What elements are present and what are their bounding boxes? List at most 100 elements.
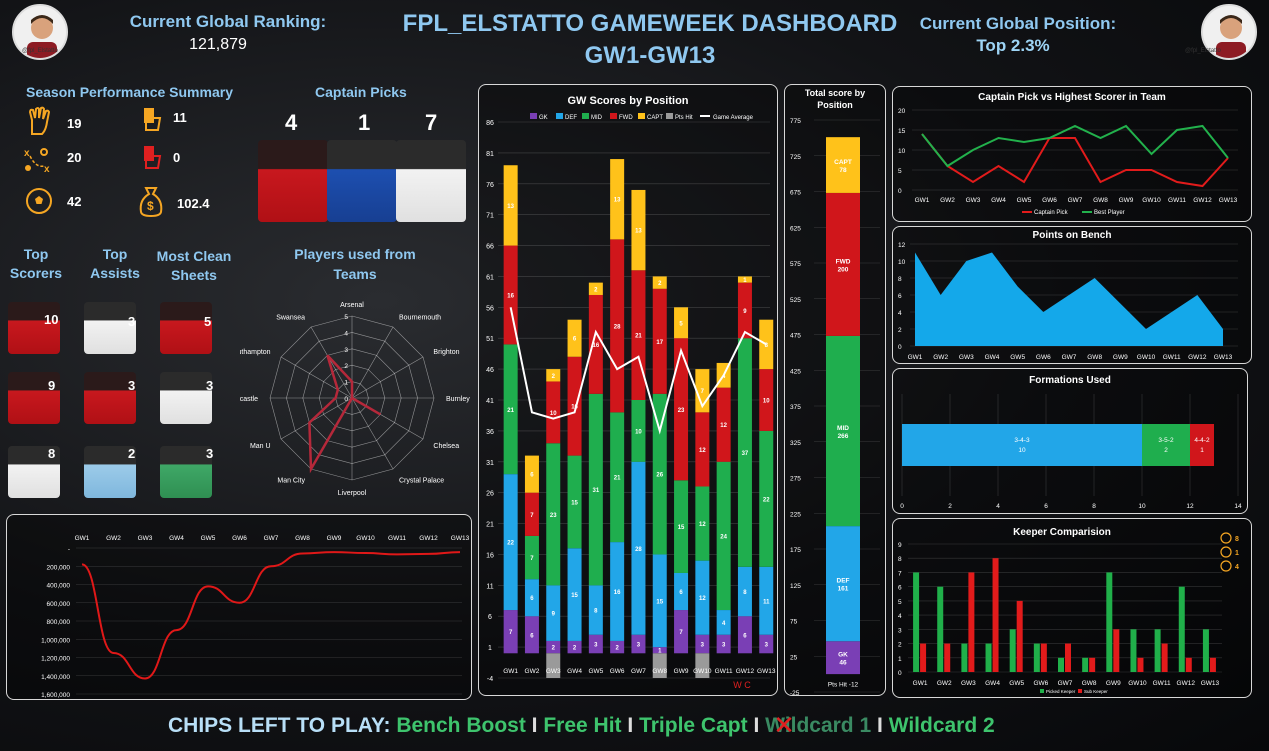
- keeper-bar-picked: [1033, 643, 1040, 672]
- x-tick-label: GW2: [933, 354, 948, 361]
- bar-data-label: 6: [573, 337, 577, 343]
- x-tick-label: GW12: [736, 668, 755, 675]
- bar-data-label: 2: [615, 646, 619, 652]
- x-tick-label: GW12: [1188, 354, 1207, 361]
- y-tick-label: 1,200,000: [41, 656, 70, 663]
- formation-bar: [1142, 424, 1190, 466]
- x-tick-label: GW10: [1137, 354, 1156, 361]
- bar-def: [546, 585, 561, 641]
- bar-data-label: 21: [614, 476, 621, 482]
- chart-title: GW Scores by Position: [567, 95, 688, 107]
- legend-label: FWD: [619, 115, 633, 121]
- clean-sheet-player-2: [160, 372, 212, 424]
- avatar-caption-right: @fpl_Elstatto: [1185, 48, 1221, 54]
- y-tick-label: 175: [790, 547, 801, 554]
- position-label: Current Global Position:: [919, 14, 1117, 33]
- x-tick-label: GW3: [138, 535, 153, 542]
- y-tick-label: 2: [898, 642, 902, 649]
- keeper-bar-picked: [1178, 586, 1185, 672]
- keeper-bar-sub: [968, 572, 975, 672]
- yellow-card-icon: [138, 104, 166, 134]
- bar-def: [524, 579, 539, 617]
- bar-def: [503, 474, 518, 611]
- bar-data-label: 6: [679, 590, 683, 596]
- bar-fwd: [759, 369, 774, 431]
- bar-data-label: 3: [594, 643, 598, 649]
- y-tick-label: 675: [790, 190, 801, 197]
- x-tick-label: GW2: [106, 535, 121, 542]
- x-tick-label: GW2: [940, 197, 955, 204]
- legend-label: Picked Keeper: [1046, 689, 1076, 694]
- bar-mid: [524, 535, 539, 580]
- x-tick-label: GW4: [169, 535, 184, 542]
- top-assist-2: [84, 372, 136, 424]
- captain-picks-title: Captain Picks: [315, 84, 407, 100]
- y-tick-label: 325: [790, 440, 801, 447]
- radar-team-label: Crystal Palace: [399, 477, 444, 484]
- formation-name: 3-5-2: [1158, 437, 1174, 444]
- goalkeeper-glove-icon: [26, 106, 54, 136]
- bar-data-label: 6: [530, 633, 534, 639]
- radar-team-label: Southampton: [240, 349, 271, 356]
- y-tick-label: 25: [790, 654, 798, 661]
- bar-data-label: 16: [593, 343, 600, 349]
- y-tick-label: 1,000,000: [41, 637, 70, 644]
- bar-data-label: 12: [699, 448, 706, 454]
- bar-category-label: GK: [838, 652, 848, 659]
- legend-label: GK: [539, 115, 548, 121]
- crossed-out-icon: ✕: [773, 710, 795, 740]
- bar-capt: [674, 307, 689, 339]
- chip-wildcard-1-used: Wildcard 1 ✕: [765, 710, 877, 740]
- bar-capt: [631, 189, 646, 271]
- x-tick-label: GW8: [295, 535, 310, 542]
- bar-fwd: [695, 412, 710, 487]
- bar-data-label: 13: [635, 229, 642, 235]
- captain-count-2: 1: [358, 110, 371, 135]
- top-assist-2-value: 3: [128, 378, 136, 393]
- total-score-chart: Total score by Position -25 25 75 125 175 225 27…: [790, 88, 880, 696]
- x-tick-label: GW7: [631, 668, 646, 675]
- x-tick-label: GW1: [915, 197, 930, 204]
- keeper-bar-sub: [1113, 629, 1120, 672]
- bar-gk: [716, 634, 731, 654]
- y-tick-label: 10: [898, 259, 906, 266]
- bar-fwd: [716, 387, 731, 462]
- legend-swatch: [638, 113, 645, 119]
- bar-data-label: 266: [838, 433, 849, 440]
- ranking-value: 121,879: [189, 36, 247, 53]
- keeper-bar-picked: [1058, 657, 1064, 672]
- radar-team-label: Burnley: [446, 396, 470, 403]
- bar-category-label: FWD: [836, 258, 851, 265]
- captain-count-1: 4: [285, 110, 298, 135]
- bar-data-label: 10: [550, 411, 557, 417]
- bar-def: [588, 585, 603, 635]
- top-scorer-1-value: 10: [44, 312, 59, 327]
- bar-data-label: 22: [763, 497, 770, 503]
- bar-fwd: [652, 288, 667, 394]
- radar-scale-label: 4: [344, 330, 348, 337]
- bar-gk: [546, 640, 561, 654]
- keeper-badge-value: 8: [1235, 536, 1239, 543]
- x-tick-label: GW9: [1113, 354, 1128, 361]
- bar-data-label: 15: [678, 525, 685, 531]
- yellow-cards-value: 11: [173, 110, 187, 125]
- bar-data-label: 1: [658, 649, 662, 655]
- keeper-panel: [892, 518, 1252, 698]
- radar-title-2: Teams: [333, 266, 377, 282]
- bar-capt: [524, 455, 539, 493]
- clean-sheets-title-2: Sheets: [171, 267, 217, 283]
- bar-data-label: 78: [839, 167, 847, 174]
- bar-mid: [546, 443, 561, 586]
- bar-data-label: 8: [594, 609, 598, 615]
- bar-data-label: 13: [507, 204, 514, 210]
- bar-capt: [737, 276, 752, 283]
- y-tick-label: 61: [486, 274, 494, 281]
- y-tick-label: 15: [898, 128, 906, 135]
- bar-data-label: 7: [509, 630, 513, 636]
- y-tick-label: 56: [486, 305, 494, 312]
- y-tick-label: 4: [898, 310, 902, 317]
- chart-title: Formations Used: [1029, 375, 1111, 386]
- y-tick-label: 81: [486, 151, 494, 158]
- top-scorer-2-value: 9: [48, 378, 56, 393]
- bar-gk: [674, 610, 689, 654]
